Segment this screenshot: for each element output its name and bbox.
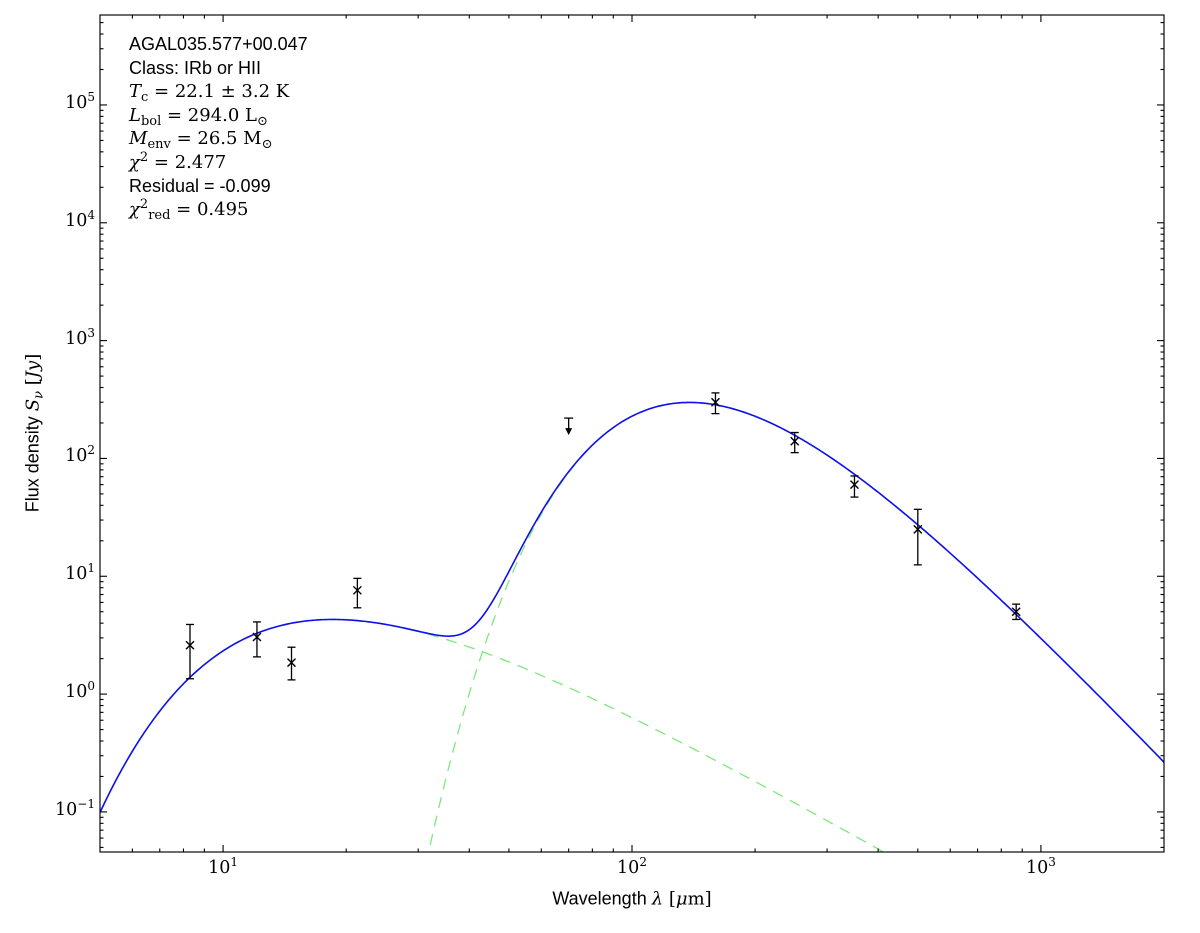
cold-component-curve xyxy=(427,401,1164,852)
text-part: AGAL035.577+00.047 xyxy=(129,34,308,54)
text-part: = 26.5 M xyxy=(170,128,262,150)
text-part: = 0.495 xyxy=(170,199,249,221)
text-part: 2 xyxy=(139,149,149,165)
text-part: [ xyxy=(663,888,676,910)
photometry-points xyxy=(185,392,1021,681)
text-part: 2 xyxy=(139,197,149,213)
annotation-line-chi-squared: χ2 = 2.477 xyxy=(129,151,308,175)
text-part: Jy xyxy=(22,360,44,379)
text-part: Residual = -0.099 xyxy=(129,175,271,196)
upper-limit-marker xyxy=(564,417,574,436)
y-tick-label: 105 xyxy=(65,90,95,113)
annotation-line-residual: Residual = -0.099 xyxy=(129,175,308,199)
annotation-line-source-name: AGAL035.577+00.047 xyxy=(129,33,308,57)
data-point xyxy=(849,475,859,498)
text-part: = 2.477 xyxy=(148,151,227,173)
text-part: Wavelength xyxy=(552,888,652,909)
sed-total-curve xyxy=(100,401,1164,813)
text-part: L xyxy=(129,104,141,126)
y-tick-label: 103 xyxy=(65,325,95,349)
text-part: M xyxy=(129,128,148,150)
y-tick-label: 102 xyxy=(65,443,95,467)
annotation-line-source-class: Class: IRb or HII xyxy=(129,57,308,81)
text-part: [ xyxy=(22,378,44,391)
data-point xyxy=(287,646,297,681)
x-marker xyxy=(287,658,297,668)
text-part: T xyxy=(129,81,142,103)
data-point xyxy=(352,577,362,609)
y-tick-label: 100 xyxy=(65,679,95,703)
text-part: λ xyxy=(651,888,664,910)
text-part: ⊙ xyxy=(261,137,273,153)
x-marker xyxy=(710,397,720,407)
fit-parameters-annotation: AGAL035.577+00.047 Class: IRb or HII Tc = … xyxy=(129,33,308,222)
data-point xyxy=(913,508,923,566)
data-point xyxy=(790,431,800,454)
text-part: S xyxy=(22,398,44,412)
data-point xyxy=(185,623,195,680)
text-part: = 294.0 L xyxy=(161,104,257,126)
y-tick-label: 10−1 xyxy=(55,797,95,820)
text-part: Class: IRb or HII xyxy=(129,57,262,78)
warm-component-curve xyxy=(100,618,885,852)
x-tick-label: 103 xyxy=(1025,855,1056,878)
annotation-line-chi-squared-reduced: χ2red = 0.495 xyxy=(129,198,308,222)
text-part: χ xyxy=(129,151,140,173)
x-axis-label: Wavelength λ [μm] xyxy=(552,889,711,910)
text-part: env xyxy=(147,137,171,153)
text-part: ν xyxy=(31,390,47,399)
annotation-line-envelope-mass: Menv = 26.5 M⊙ xyxy=(129,127,308,151)
text-part: χ xyxy=(129,199,140,221)
x-marker xyxy=(185,640,195,650)
y-axis-label: Flux density Sν [Jy] xyxy=(22,353,47,512)
text-part: m] xyxy=(687,888,712,910)
text-part: red xyxy=(148,208,171,224)
x-marker xyxy=(252,632,262,642)
text-part: c xyxy=(141,90,149,106)
text-part: = 22.1 ± 3.2 K xyxy=(148,81,290,103)
annotation-line-luminosity: Lbol = 294.0 L⊙ xyxy=(129,104,308,128)
x-marker xyxy=(1011,607,1021,617)
x-marker xyxy=(913,524,923,534)
model-curves xyxy=(100,401,1164,852)
data-point xyxy=(710,392,720,415)
text-part: ] xyxy=(22,353,44,361)
data-point xyxy=(252,621,262,658)
axis-ticks xyxy=(100,15,1164,852)
y-tick-label: 101 xyxy=(65,561,95,585)
x-marker xyxy=(352,585,362,595)
text-part: μ xyxy=(675,888,688,910)
data-point xyxy=(1011,603,1021,621)
annotation-line-temperature: Tc = 22.1 ± 3.2 K xyxy=(129,80,308,104)
upper-limit-arrowhead xyxy=(565,428,573,436)
text-part: ⊙ xyxy=(257,113,268,129)
text-part: bol xyxy=(140,113,162,129)
x-marker xyxy=(790,436,800,446)
x-marker xyxy=(849,480,859,490)
x-tick-label: 101 xyxy=(208,855,239,878)
y-tick-label: 104 xyxy=(65,207,95,231)
x-tick-label: 102 xyxy=(617,855,647,878)
